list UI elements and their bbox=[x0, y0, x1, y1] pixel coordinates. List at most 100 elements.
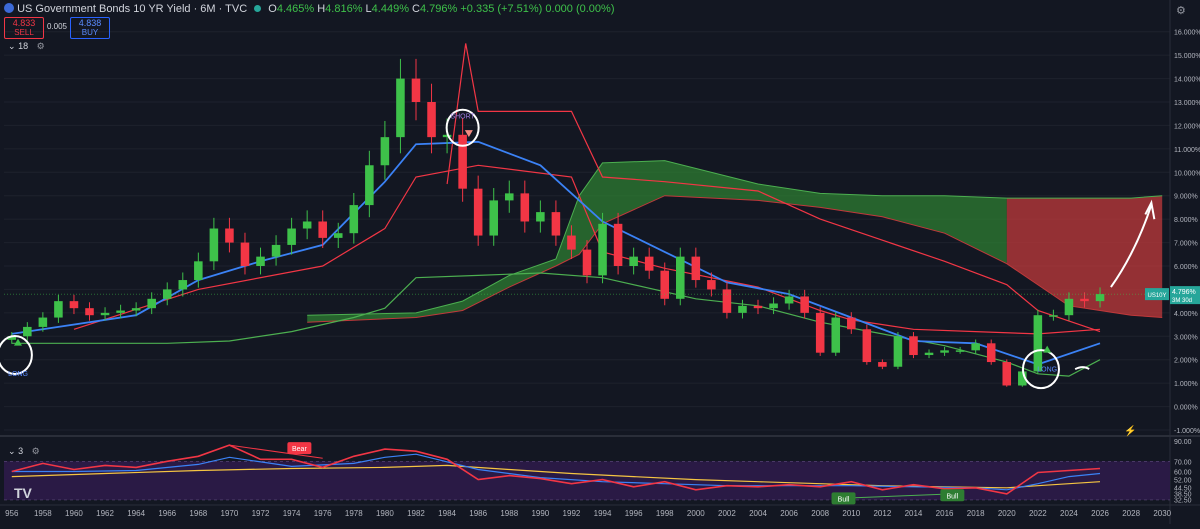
price-tag-bg bbox=[1170, 286, 1200, 305]
candle bbox=[178, 280, 188, 290]
candle bbox=[318, 221, 327, 238]
candle bbox=[738, 305, 747, 313]
candle bbox=[753, 305, 763, 309]
bear-label: Bear bbox=[292, 446, 307, 453]
long-right-arrow bbox=[1043, 345, 1052, 353]
time-tick-label: 1972 bbox=[252, 509, 270, 518]
price-tick-label: 0.000% bbox=[1174, 405, 1198, 412]
cloud-edge-b bbox=[307, 195, 1163, 323]
price-tick-label: 13.000% bbox=[1174, 100, 1200, 107]
price-tick-label: 16.000% bbox=[1174, 30, 1200, 37]
candle bbox=[209, 228, 219, 262]
time-tick-label: 2020 bbox=[998, 509, 1016, 518]
price-tick-label: 7.000% bbox=[1174, 241, 1198, 248]
candle bbox=[1049, 315, 1058, 317]
price-tag-symbol: US10Y bbox=[1147, 293, 1166, 299]
candle bbox=[893, 336, 903, 367]
symbol-title[interactable]: US Government Bonds 10 YR Yield · 6M · T… bbox=[17, 3, 248, 15]
candle bbox=[473, 188, 483, 236]
short-label: SHORT bbox=[450, 113, 475, 120]
candle bbox=[1064, 298, 1074, 316]
buy-label: BUY bbox=[81, 28, 99, 37]
price-tick-label: 12.000% bbox=[1174, 123, 1200, 130]
candle bbox=[878, 362, 887, 367]
candle bbox=[800, 296, 809, 313]
time-tick-label: 1996 bbox=[625, 509, 643, 518]
time-tick-label: 2024 bbox=[1060, 509, 1078, 518]
time-tick-label: 2012 bbox=[873, 509, 891, 518]
ohlc-h-label: H bbox=[317, 3, 326, 15]
ohlc-o-label: O bbox=[268, 3, 277, 15]
candle bbox=[536, 212, 545, 222]
time-tick-label: 2014 bbox=[905, 509, 923, 518]
cloud-edge-a bbox=[307, 160, 1163, 316]
time-tick-label: 2016 bbox=[936, 509, 954, 518]
candle bbox=[613, 223, 623, 266]
time-tick-label: 2026 bbox=[1091, 509, 1109, 518]
time-tick-label: 1964 bbox=[127, 509, 145, 518]
indicator-count: 18 bbox=[18, 41, 29, 51]
settings-gear-icon[interactable]: ⚙ bbox=[36, 41, 45, 51]
spread-value: 0.005 bbox=[46, 22, 68, 31]
candle bbox=[815, 312, 825, 353]
buy-button[interactable]: 4.838 BUY bbox=[70, 17, 110, 39]
time-tick-label: 1994 bbox=[594, 509, 612, 518]
target-curve-arrow bbox=[1110, 204, 1153, 288]
price-tick-label: 10.000% bbox=[1174, 170, 1200, 177]
buy-price: 4.838 bbox=[78, 18, 102, 28]
lower-chevron-down-icon: ⌄ bbox=[8, 446, 16, 456]
price-tick-label: 15.000% bbox=[1174, 53, 1200, 60]
candle bbox=[365, 165, 374, 206]
time-tick-label: 2028 bbox=[1122, 509, 1140, 518]
price-tick-label: -1.000% bbox=[1174, 428, 1200, 435]
time-tick-label: 1980 bbox=[376, 509, 394, 518]
target-arrowhead bbox=[1144, 199, 1156, 220]
long-left-arrow bbox=[13, 338, 22, 346]
bull-label-1-bg bbox=[831, 492, 856, 505]
long-right-label: LONG bbox=[1037, 366, 1057, 373]
price-tag-countdown: 3M 30d bbox=[1172, 298, 1192, 304]
time-tick-label: 2000 bbox=[687, 509, 705, 518]
price-tag-symbol-bg bbox=[1145, 288, 1169, 301]
flag-icon bbox=[4, 3, 14, 13]
settings-icon[interactable]: ⚙ bbox=[1176, 5, 1186, 17]
ohlc-c-label: C bbox=[412, 3, 420, 15]
candle bbox=[1095, 294, 1105, 302]
candle bbox=[504, 193, 514, 201]
sell-button[interactable]: 4.833 SELL bbox=[4, 17, 44, 39]
candle bbox=[769, 303, 778, 309]
candle bbox=[1033, 315, 1043, 372]
candle bbox=[100, 312, 110, 316]
bear-label-bg bbox=[287, 442, 312, 455]
time-tick-label: 1998 bbox=[656, 509, 674, 518]
time-tick-label: 956 bbox=[5, 509, 19, 518]
candle bbox=[598, 223, 607, 276]
lower-indicator-count: 3 bbox=[18, 446, 24, 456]
time-tick-label: 1988 bbox=[500, 509, 518, 518]
candle bbox=[1002, 362, 1012, 386]
candle bbox=[240, 242, 250, 266]
time-tick-label: 1990 bbox=[531, 509, 549, 518]
header-row: US Government Bonds 10 YR Yield · 6M · T… bbox=[4, 3, 615, 15]
candle bbox=[131, 308, 141, 311]
chevron-down-icon: ⌄ bbox=[8, 41, 16, 51]
lightning-icon[interactable]: ⚡ bbox=[1124, 426, 1137, 437]
candle bbox=[644, 256, 654, 271]
ohlc-o: 4.465% bbox=[276, 3, 315, 15]
bull-label-2: Bull bbox=[947, 493, 959, 500]
price-tick-label: 8.000% bbox=[1174, 217, 1198, 224]
indicator-toggle[interactable]: ⌄ 18 ⚙ bbox=[8, 41, 45, 52]
time-tick-label: 1970 bbox=[221, 509, 239, 518]
lower-indicator-toggle[interactable]: ⌄ 3 ⚙ bbox=[8, 446, 40, 457]
candle bbox=[442, 134, 452, 138]
rsi-tick-label: 32.50 bbox=[1174, 497, 1192, 504]
candle bbox=[85, 308, 94, 316]
lower-settings-gear-icon[interactable]: ⚙ bbox=[31, 446, 40, 456]
candle bbox=[194, 261, 203, 281]
rsi-tick-label: 70.00 bbox=[1174, 459, 1192, 466]
candle bbox=[411, 78, 421, 102]
candle bbox=[458, 134, 467, 189]
candle bbox=[427, 102, 436, 138]
candle bbox=[302, 221, 312, 229]
